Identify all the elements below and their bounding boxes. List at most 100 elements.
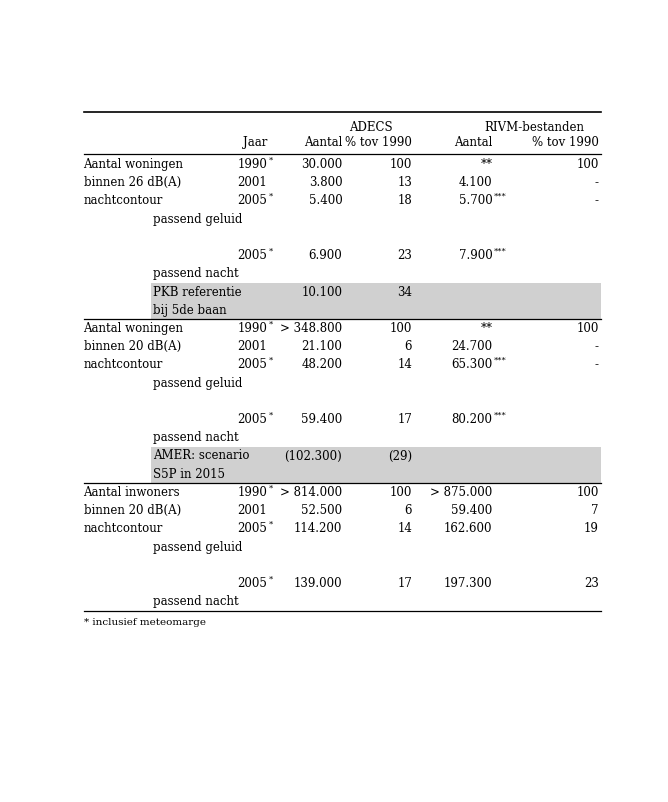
Text: 100: 100: [576, 486, 599, 499]
Text: 2005: 2005: [237, 358, 267, 371]
Text: 34: 34: [397, 286, 412, 298]
Text: 23: 23: [397, 249, 412, 262]
Text: PKB referentie: PKB referentie: [154, 286, 242, 298]
Text: *: *: [269, 411, 273, 419]
Text: 5.700: 5.700: [459, 194, 492, 208]
Text: S5P in 2015: S5P in 2015: [154, 468, 225, 480]
Text: 2005: 2005: [237, 577, 267, 590]
Text: > 814.000: > 814.000: [280, 486, 343, 499]
Text: 52.500: 52.500: [301, 504, 343, 517]
Text: passend geluid: passend geluid: [154, 541, 242, 553]
Text: 17: 17: [397, 577, 412, 590]
Text: 59.400: 59.400: [301, 413, 343, 426]
Text: *: *: [269, 192, 273, 200]
Text: 6.900: 6.900: [309, 249, 343, 262]
Text: 7.900: 7.900: [459, 249, 492, 262]
Text: *: *: [269, 156, 273, 164]
Text: ADECS: ADECS: [349, 120, 393, 134]
Text: % tov 1990: % tov 1990: [345, 136, 412, 149]
Text: 4.100: 4.100: [459, 176, 492, 189]
Text: 2005: 2005: [237, 194, 267, 208]
Text: 6: 6: [405, 340, 412, 353]
Text: 17: 17: [397, 413, 412, 426]
Text: ***: ***: [494, 411, 507, 419]
Text: passend geluid: passend geluid: [154, 213, 242, 225]
Text: binnen 20 dB(A): binnen 20 dB(A): [84, 340, 181, 353]
Text: *: *: [269, 484, 273, 492]
Text: 65.300: 65.300: [451, 358, 492, 371]
Text: 23: 23: [584, 577, 599, 590]
Bar: [151, 283, 601, 319]
Text: 48.200: 48.200: [301, 358, 343, 371]
Text: *: *: [269, 575, 273, 583]
Text: -: -: [595, 358, 599, 371]
Text: nachtcontour: nachtcontour: [84, 194, 163, 208]
Text: AMER: scenario: AMER: scenario: [154, 449, 250, 463]
Text: 197.300: 197.300: [444, 577, 492, 590]
Text: % tov 1990: % tov 1990: [532, 136, 599, 149]
Text: 7: 7: [591, 504, 599, 517]
Text: nachtcontour: nachtcontour: [84, 358, 163, 371]
Text: passend geluid: passend geluid: [154, 377, 242, 390]
Text: 14: 14: [397, 522, 412, 536]
Text: 2001: 2001: [238, 504, 267, 517]
Text: passend nacht: passend nacht: [154, 431, 239, 444]
Text: Jaar: Jaar: [243, 136, 267, 149]
Text: 80.200: 80.200: [452, 413, 492, 426]
Text: 100: 100: [576, 322, 599, 335]
Text: > 875.000: > 875.000: [430, 486, 492, 499]
Text: (102.300): (102.300): [285, 449, 343, 463]
Text: * inclusief meteomarge: * inclusief meteomarge: [84, 618, 206, 627]
Text: *: *: [269, 357, 273, 365]
Text: *: *: [269, 247, 273, 255]
Text: ***: ***: [494, 247, 507, 255]
Text: 21.100: 21.100: [301, 340, 343, 353]
Text: 100: 100: [576, 158, 599, 171]
Text: -: -: [595, 194, 599, 208]
Text: ***: ***: [494, 192, 507, 200]
Text: 2005: 2005: [237, 522, 267, 536]
Text: nachtcontour: nachtcontour: [84, 522, 163, 536]
Text: 13: 13: [397, 176, 412, 189]
Text: 139.000: 139.000: [294, 577, 343, 590]
Text: 2005: 2005: [237, 413, 267, 426]
Text: passend nacht: passend nacht: [154, 595, 239, 608]
Text: 30.000: 30.000: [301, 158, 343, 171]
Text: **: **: [480, 322, 492, 335]
Text: 114.200: 114.200: [294, 522, 343, 536]
Text: 2001: 2001: [238, 176, 267, 189]
Text: binnen 26 dB(A): binnen 26 dB(A): [84, 176, 181, 189]
Text: binnen 20 dB(A): binnen 20 dB(A): [84, 504, 181, 517]
Text: 100: 100: [390, 486, 412, 499]
Text: Aantal: Aantal: [304, 136, 343, 149]
Text: 2005: 2005: [237, 249, 267, 262]
Text: *: *: [269, 320, 273, 328]
Text: 10.100: 10.100: [301, 286, 343, 298]
Text: *: *: [269, 520, 273, 529]
Text: **: **: [480, 158, 492, 171]
Text: 100: 100: [390, 322, 412, 335]
Text: 1990: 1990: [237, 486, 267, 499]
Text: 19: 19: [584, 522, 599, 536]
Text: RIVM-bestanden: RIVM-bestanden: [484, 120, 584, 134]
Text: 162.600: 162.600: [444, 522, 492, 536]
Text: passend nacht: passend nacht: [154, 267, 239, 281]
Text: 24.700: 24.700: [452, 340, 492, 353]
Text: 18: 18: [397, 194, 412, 208]
Text: 1990: 1990: [237, 158, 267, 171]
Text: -: -: [595, 340, 599, 353]
Text: -: -: [595, 176, 599, 189]
Text: 5.400: 5.400: [309, 194, 343, 208]
Text: 59.400: 59.400: [451, 504, 492, 517]
Text: 3.800: 3.800: [309, 176, 343, 189]
Text: Aantal woningen: Aantal woningen: [84, 322, 184, 335]
Text: 6: 6: [405, 504, 412, 517]
Text: 1990: 1990: [237, 322, 267, 335]
Text: Aantal inwoners: Aantal inwoners: [84, 486, 180, 499]
Text: 100: 100: [390, 158, 412, 171]
Text: Aantal: Aantal: [454, 136, 492, 149]
Text: 14: 14: [397, 358, 412, 371]
Bar: [151, 447, 601, 484]
Text: bij 5de baan: bij 5de baan: [154, 304, 227, 317]
Text: ***: ***: [494, 357, 507, 365]
